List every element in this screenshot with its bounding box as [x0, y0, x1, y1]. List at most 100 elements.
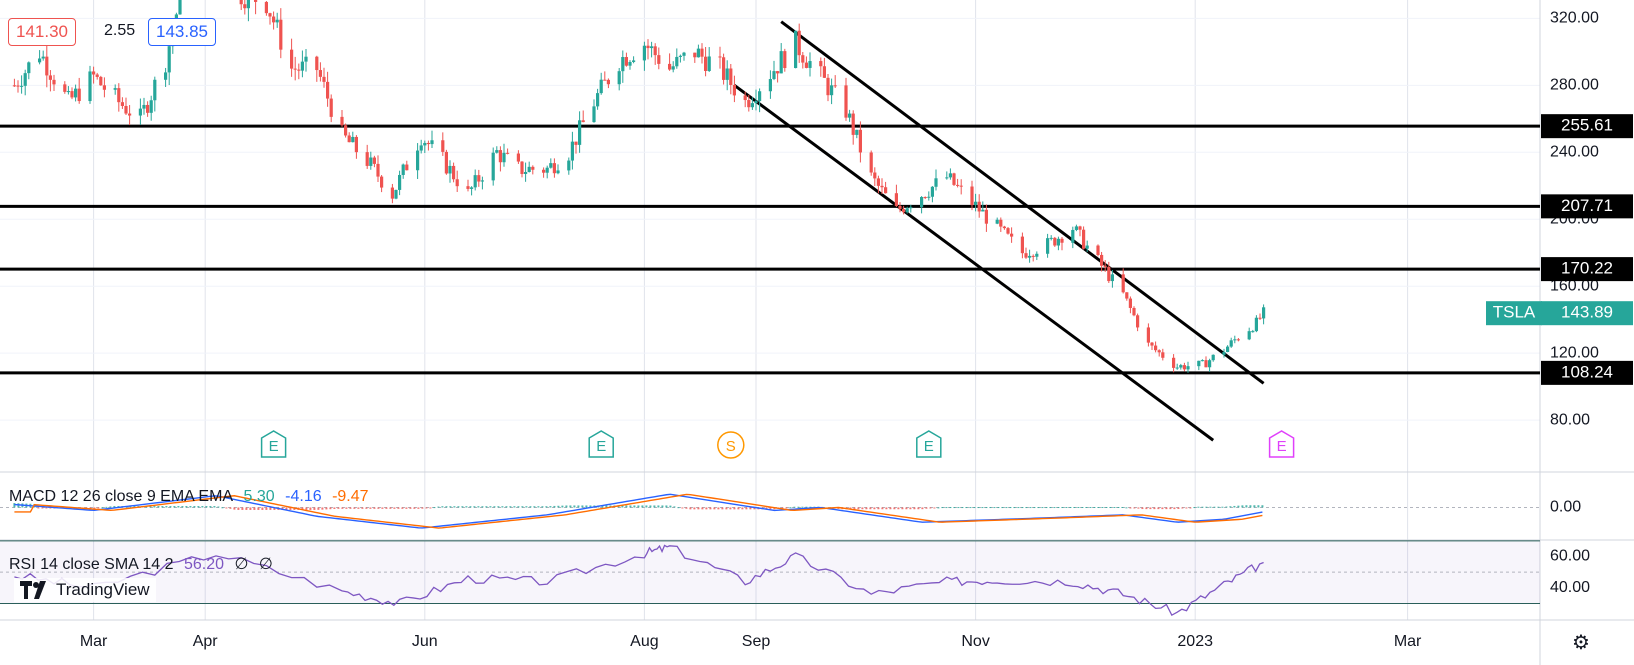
candle-body [1222, 351, 1226, 355]
candle-body [704, 56, 708, 71]
candle-body [758, 91, 762, 102]
channel-line[interactable] [780, 20, 1265, 385]
candle-body [1096, 245, 1100, 255]
rsi-extra-2: ∅ [258, 556, 273, 573]
candle-body [653, 46, 657, 56]
candle-body [275, 19, 279, 23]
macd-histogram-bar [1009, 507, 1012, 509]
candle-body [804, 62, 808, 68]
level-price-tag-text: 207.71 [1561, 196, 1613, 215]
macd-histogram-bar [1237, 505, 1240, 508]
macd-legend[interactable]: MACD 12 26 close 9 EMA EMA 5.30 -4.16 -9… [9, 488, 375, 506]
candle-body [268, 13, 272, 17]
earnings-event-marker[interactable] [588, 430, 614, 458]
ask-price-box[interactable]: 143.85 [148, 18, 216, 46]
macd-histogram-bar [701, 507, 704, 510]
macd-histogram-bar [889, 507, 892, 510]
ticker-tag[interactable] [1486, 301, 1542, 326]
candle-body [102, 85, 106, 90]
candle-body [1172, 357, 1176, 368]
level-price-tag[interactable] [1541, 194, 1633, 219]
macd-histogram-bar [97, 507, 100, 509]
macd-histogram-bar [913, 507, 916, 510]
macd-histogram-bar [1077, 507, 1080, 509]
candle-body [693, 52, 697, 58]
earnings-event-marker[interactable] [916, 430, 942, 458]
macd-histogram-bar [193, 506, 196, 508]
candle-body [642, 45, 646, 61]
candle-body [725, 68, 729, 80]
candle-body [1053, 237, 1057, 246]
candle-body [531, 166, 535, 170]
candle-body [1226, 346, 1230, 352]
candle-body [164, 72, 168, 80]
macd-histogram-bar [429, 507, 432, 509]
candle-body [369, 157, 373, 166]
macd-histogram-bar [529, 506, 532, 508]
candle-body [581, 120, 585, 123]
candle-body [833, 85, 837, 87]
macd-histogram-bar [1089, 507, 1092, 509]
macd-histogram-bar [389, 507, 392, 509]
macd-histogram-bar [497, 506, 500, 508]
tradingview-logo[interactable]: TradingView [14, 578, 156, 602]
candle-body [732, 84, 736, 96]
macd-histogram-bar [1253, 505, 1256, 508]
macd-histogram-bar [165, 506, 168, 508]
macd-histogram-bar [253, 507, 256, 510]
bid-price-box[interactable]: 141.30 [8, 18, 76, 46]
candle-body [930, 186, 934, 197]
macd-histogram-bar [753, 507, 756, 510]
candle-body [380, 176, 384, 188]
candle-body [977, 201, 981, 212]
macd-histogram-bar [1177, 507, 1180, 509]
macd-histogram-bar [161, 506, 164, 508]
level-price-tag-text: 255.61 [1561, 116, 1613, 135]
candle-body [578, 120, 582, 145]
macd-histogram-bar [693, 507, 696, 510]
macd-histogram-bar [1013, 507, 1016, 509]
candle-body [372, 157, 376, 164]
candle-body [858, 129, 862, 153]
horizontal-levels[interactable] [0, 124, 1540, 375]
earnings-event-marker[interactable] [260, 430, 287, 458]
settings-gear-icon[interactable]: ⚙ [1572, 632, 1590, 654]
macd-histogram-bar [501, 506, 504, 508]
earnings-event-marker[interactable] [1268, 430, 1295, 458]
macd-histogram-bar [461, 506, 464, 508]
macd-histogram-bar [513, 506, 516, 508]
level-price-tag[interactable] [1541, 114, 1633, 139]
macd-histogram-bar [1157, 507, 1160, 510]
event-marker-letter: S [726, 438, 736, 455]
trend-channel[interactable] [733, 20, 1265, 442]
macd-histogram-bar [241, 507, 244, 510]
level-price-tag[interactable] [1541, 257, 1633, 282]
channel-line[interactable] [733, 84, 1215, 442]
candle-body [1161, 352, 1165, 358]
macd-histogram-bar [765, 507, 768, 510]
candle-body [1035, 253, 1039, 257]
macd-histogram-bar [665, 505, 668, 508]
candle-body [477, 175, 481, 182]
split-event-marker[interactable] [717, 431, 745, 459]
candle-body [902, 209, 906, 213]
macd-histogram-bar [185, 506, 188, 508]
last-price-tag[interactable] [1541, 301, 1633, 326]
rsi-legend[interactable]: RSI 14 close SMA 14 2 56.20 ∅ ∅ [9, 554, 279, 574]
macd-histogram-bar [413, 507, 416, 509]
candle-body [599, 79, 603, 94]
candle-body [74, 88, 78, 98]
candle-body [441, 140, 445, 152]
candle-body [1229, 340, 1233, 347]
macd-histogram-bar [485, 506, 488, 508]
candle-body [959, 185, 963, 187]
macd-histogram-bar [509, 506, 512, 508]
candle-body [1182, 365, 1186, 370]
level-price-tag[interactable] [1541, 360, 1633, 385]
macd-histogram-bar [609, 505, 612, 508]
macd-histogram-bar [893, 507, 896, 510]
macd-histogram-bar [285, 507, 288, 510]
candle-body [873, 172, 877, 179]
